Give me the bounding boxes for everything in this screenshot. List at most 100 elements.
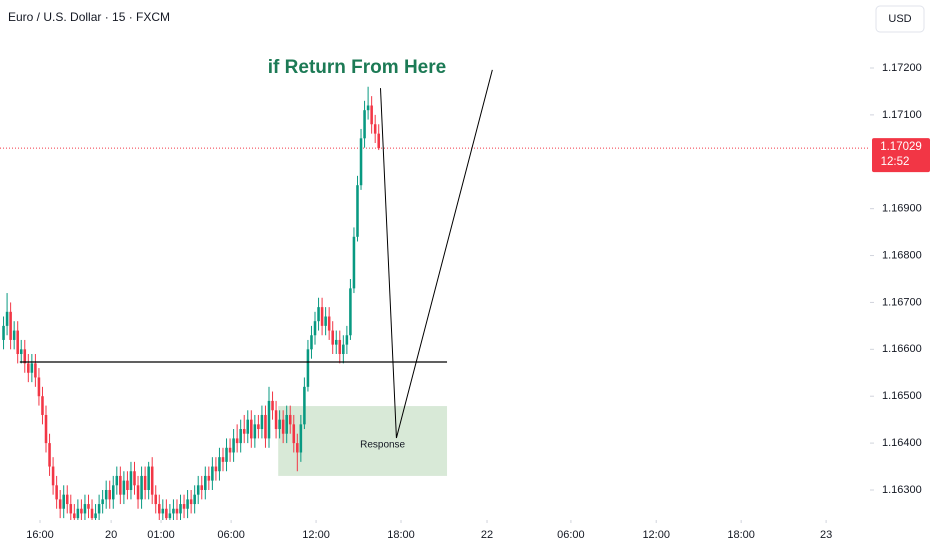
annotation: if Return From Here [268,57,446,78]
y-tick-label: 1.16600 [882,343,922,355]
candle-body [373,124,377,134]
candle-body [87,504,90,509]
candle-body [189,499,193,505]
candle-body [221,457,225,462]
candle-body [150,466,154,495]
candle-body [292,424,296,444]
candle-body [310,335,313,350]
candle-body [260,414,264,430]
candle-body [327,316,331,331]
candle-body [200,485,204,490]
candle-body [324,316,327,326]
candle-body [143,475,147,490]
candle-body [253,424,257,439]
candle-body [299,424,303,453]
candle-body [235,438,239,444]
candle-body [62,494,65,509]
candle-body [349,288,352,336]
candle-body [186,499,189,509]
candle-body [288,414,292,425]
candle-body [104,489,108,500]
candle-body [179,504,182,514]
candle-body [363,110,366,139]
candle-body [73,513,76,519]
zone-label: Response [360,440,405,451]
candle-body [278,419,281,430]
candle-body [211,466,214,481]
candle-body [48,443,51,467]
candle-body [196,485,200,495]
x-tick-label: 18:00 [387,529,415,541]
candle-body [126,480,129,490]
candle-body [65,494,69,505]
candle-body [246,419,250,434]
candle-body [97,504,101,514]
candle-body [16,330,19,355]
candle-body [334,339,338,345]
candle-body [370,105,373,125]
candle-body [313,321,317,336]
candle-body [80,508,83,514]
last-price-box [872,138,930,173]
candle-body [257,424,260,430]
candle-body [51,466,55,486]
candle-body [271,400,274,411]
candle-body [83,504,87,514]
candle-body [76,508,80,519]
x-tick-label: 01:00 [147,529,175,541]
countdown-label: 12:52 [881,156,910,168]
last-price-label: 1.17029 [880,141,922,153]
candle-body [41,396,44,415]
candle-body [5,311,9,326]
candle-body [317,307,320,322]
candle-body [129,471,133,490]
candle-body [281,419,285,434]
candle-body [193,494,196,505]
currency-label[interactable]: USD [888,13,911,25]
candle-body [306,349,310,387]
x-tick-label: 23 [820,529,832,541]
candle-body [338,339,342,355]
candle-body [58,499,62,509]
candle-body [37,377,41,397]
candle-body [94,513,97,519]
x-tick-label: 12:00 [302,529,330,541]
candle-body [242,429,246,434]
x-tick-label: 16:00 [26,529,54,541]
candle-body [267,400,271,439]
candle-body [122,480,126,495]
candle-body [90,508,94,519]
candle-body [359,138,363,186]
candle-body [115,475,119,486]
candle-body [331,330,334,345]
y-tick-label: 1.16500 [882,390,922,402]
candle-body [44,414,48,444]
candle-body [356,185,359,237]
candle-body [27,363,30,373]
y-tick-label: 1.16300 [882,484,922,496]
candle-body [30,363,34,373]
candle-body [111,485,115,500]
candle-body [250,419,253,439]
candle-body [23,349,27,364]
response-zone [278,406,448,476]
candle-body [133,471,136,486]
candle-body [182,504,186,509]
y-tick-label: 1.16400 [882,437,922,449]
currency-button[interactable] [875,5,925,33]
projection-path [379,69,493,439]
candle-body [154,494,158,505]
candle-body [168,513,172,519]
candle-body [285,414,288,434]
candle-body [320,307,324,326]
y-tick-label: 1.16800 [882,249,922,261]
candle-body [228,447,232,453]
candle-body [165,508,168,519]
candle-body [136,485,140,500]
candle-body [34,363,37,378]
candle-body [119,475,122,495]
candle-body [12,330,16,340]
y-tick-label: 1.16900 [882,203,922,215]
